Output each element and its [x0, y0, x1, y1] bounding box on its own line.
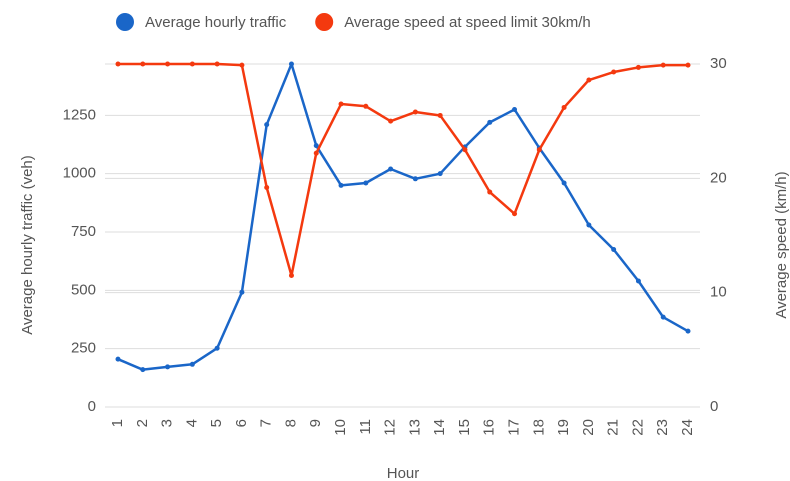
data-point — [561, 104, 567, 110]
x-tick-label: 14 — [431, 419, 448, 436]
data-point — [115, 356, 121, 362]
y2-tick-label: 10 — [710, 284, 727, 301]
data-point — [487, 119, 493, 125]
data-point — [611, 69, 617, 75]
data-point — [462, 147, 468, 153]
data-point — [214, 61, 220, 67]
y-tick-label: 1250 — [63, 106, 96, 123]
x-tick-label: 21 — [605, 419, 622, 436]
data-point — [264, 122, 270, 128]
y2-tick-label: 0 — [710, 398, 718, 415]
series-line — [117, 62, 689, 371]
data-point — [115, 61, 121, 67]
x-tick-label: 1 — [109, 419, 126, 427]
y-tick-label: 0 — [88, 398, 96, 415]
legend-swatch — [116, 13, 134, 31]
x-tick-label: 13 — [406, 419, 423, 436]
x-tick-label: 12 — [382, 419, 399, 436]
y-tick-label: 1000 — [63, 165, 96, 182]
data-point — [264, 184, 270, 190]
x-tick-label: 16 — [481, 419, 498, 436]
data-point — [338, 182, 344, 188]
x-tick-label: 17 — [505, 419, 522, 436]
data-point — [660, 62, 666, 68]
x-tick-label: 10 — [332, 419, 349, 436]
series-line — [118, 62, 688, 277]
x-tick-label: 9 — [307, 419, 324, 427]
data-point — [363, 103, 369, 109]
y-tick-label: 500 — [71, 281, 96, 298]
data-point — [611, 247, 617, 252]
data-point — [165, 61, 171, 67]
x-tick-label: 7 — [258, 419, 275, 427]
data-point — [288, 61, 294, 67]
data-point — [313, 150, 319, 156]
x-tick-label: 8 — [282, 419, 299, 427]
y-tick-label: 750 — [71, 223, 96, 240]
data-point — [189, 361, 195, 367]
data-point — [512, 211, 518, 217]
legend-swatch — [315, 13, 334, 31]
x-axis-label: Hour — [387, 465, 420, 481]
data-point — [412, 176, 418, 182]
data-point — [635, 278, 641, 284]
data-point — [536, 147, 542, 153]
x-tick-label: 15 — [456, 419, 473, 436]
x-tick-label: 22 — [629, 419, 646, 436]
data-point — [437, 112, 443, 118]
x-tick-label: 4 — [183, 419, 200, 427]
data-point — [660, 314, 666, 320]
x-tick-label: 19 — [555, 419, 572, 436]
data-point — [363, 180, 369, 186]
x-tick-label: 23 — [654, 419, 671, 436]
y2-tick-label: 30 — [710, 55, 727, 72]
data-point — [388, 118, 394, 124]
data-point — [214, 345, 220, 351]
data-point — [635, 64, 641, 70]
x-tick-label: 3 — [159, 419, 176, 427]
data-point — [140, 367, 146, 373]
data-point — [586, 77, 592, 83]
legend-label: Average hourly traffic — [145, 14, 287, 31]
y2-tick-label: 20 — [710, 169, 727, 186]
data-point — [189, 61, 195, 67]
legend-label: Average speed at speed limit 30km/h — [344, 14, 591, 31]
data-point — [685, 62, 691, 68]
data-point — [487, 189, 493, 195]
y-tick-label: 250 — [71, 340, 96, 357]
data-point — [140, 61, 146, 67]
x-tick-label: 18 — [530, 419, 547, 436]
data-point — [437, 171, 443, 177]
data-point — [586, 222, 592, 228]
data-point — [388, 166, 394, 172]
y-axis-label: Average hourly traffic (veh) — [19, 155, 36, 335]
data-point — [412, 109, 418, 115]
data-point — [313, 143, 319, 149]
data-point — [288, 273, 294, 279]
data-point — [239, 289, 245, 295]
x-tick-label: 6 — [233, 419, 250, 427]
data-point — [239, 62, 245, 68]
x-tick-label: 11 — [357, 419, 374, 435]
x-tick-label: 5 — [208, 419, 225, 427]
x-tick-label: 24 — [679, 419, 696, 436]
x-tick-label: 20 — [580, 419, 597, 436]
data-point — [338, 101, 344, 107]
data-point — [561, 180, 567, 186]
y2-axis-label: Average speed (km/h) — [773, 171, 790, 318]
x-tick-label: 2 — [134, 419, 151, 427]
data-point — [165, 364, 171, 370]
data-point — [685, 328, 691, 334]
data-point — [512, 107, 518, 112]
